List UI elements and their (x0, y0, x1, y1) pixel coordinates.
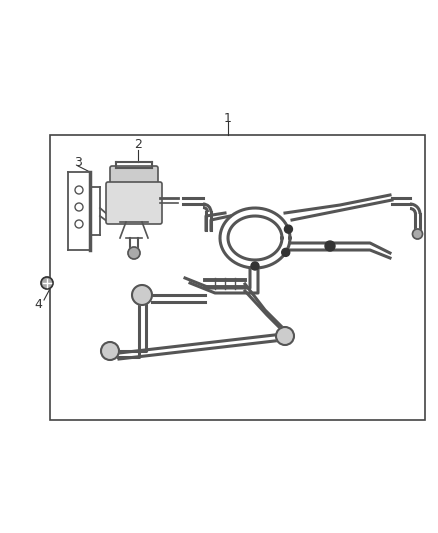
Text: 2: 2 (134, 139, 142, 151)
Circle shape (276, 327, 294, 345)
Circle shape (284, 225, 293, 233)
Text: 4: 4 (34, 298, 42, 311)
Circle shape (251, 262, 259, 270)
Circle shape (413, 229, 423, 239)
FancyBboxPatch shape (106, 182, 162, 224)
FancyBboxPatch shape (110, 166, 158, 186)
Circle shape (128, 247, 140, 259)
Circle shape (41, 277, 53, 289)
Circle shape (325, 241, 335, 251)
Circle shape (132, 285, 152, 305)
Circle shape (101, 342, 119, 360)
Bar (50, 135, 425, 420)
Circle shape (282, 248, 290, 256)
Text: 3: 3 (74, 156, 82, 168)
Text: 1: 1 (224, 111, 232, 125)
